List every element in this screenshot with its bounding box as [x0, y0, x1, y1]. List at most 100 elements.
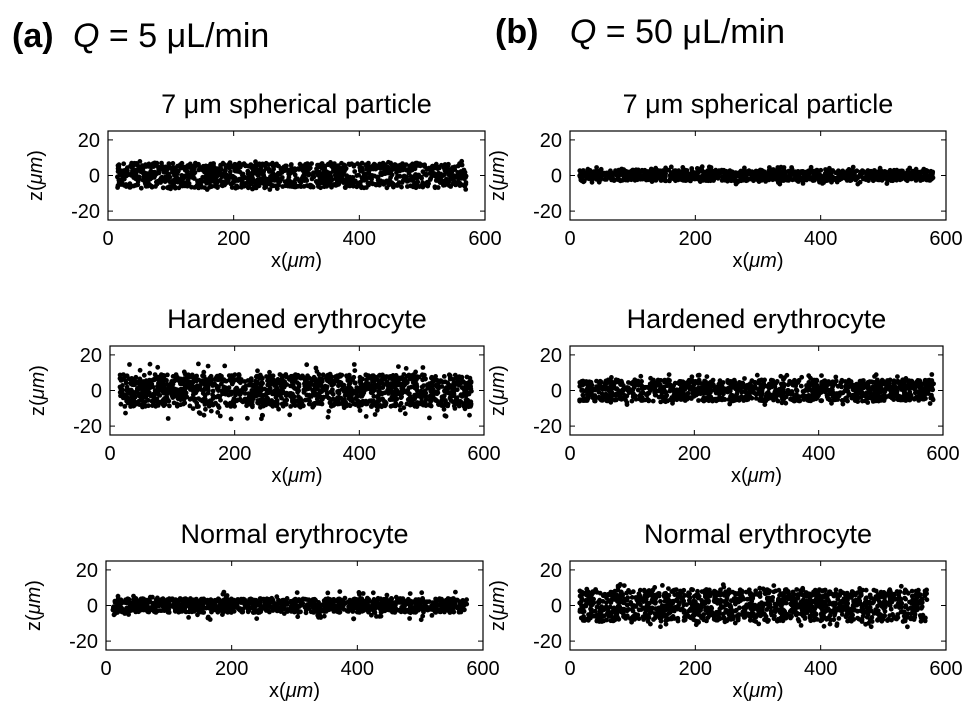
data-point	[450, 377, 456, 382]
data-point	[705, 168, 711, 174]
data-point	[202, 164, 208, 170]
data-point	[873, 372, 879, 378]
data-point	[446, 372, 452, 378]
data-point	[635, 177, 640, 183]
data-point	[116, 167, 121, 173]
x-axis-label-suffix: )	[316, 465, 323, 487]
data-point	[261, 180, 267, 185]
data-point	[143, 378, 149, 384]
data-point	[321, 178, 326, 184]
data-point	[798, 383, 804, 389]
data-point	[239, 184, 245, 190]
data-point	[338, 166, 344, 171]
data-point	[373, 403, 379, 409]
x-tick-label: 600	[468, 228, 501, 250]
data-point	[341, 387, 347, 393]
data-point	[126, 183, 132, 188]
data-point	[317, 401, 322, 406]
data-point	[230, 373, 235, 379]
data-point	[371, 378, 377, 383]
data-point	[372, 412, 378, 417]
data-point	[413, 377, 419, 383]
data-point	[301, 172, 307, 178]
data-point	[201, 412, 207, 418]
data-point	[205, 363, 211, 369]
data-point	[360, 392, 366, 397]
data-point	[118, 378, 124, 383]
data-point	[875, 177, 881, 183]
data-point	[217, 413, 223, 419]
data-point	[923, 176, 928, 182]
data-point	[652, 175, 658, 181]
data-point	[287, 412, 293, 418]
data-point	[633, 167, 639, 173]
data-point	[468, 399, 474, 405]
data-point	[272, 399, 278, 405]
data-point	[190, 406, 196, 411]
data-point	[149, 184, 155, 190]
data-point	[682, 177, 687, 183]
data-point	[208, 184, 214, 190]
data-point	[672, 177, 678, 183]
data-point	[196, 361, 201, 367]
data-point	[610, 172, 616, 178]
data-point	[192, 398, 197, 403]
data-point	[337, 372, 343, 378]
data-point	[208, 408, 214, 414]
data-point	[861, 176, 866, 182]
data-point	[589, 179, 595, 185]
data-point	[165, 416, 171, 421]
data-point	[840, 390, 846, 396]
data-point	[246, 382, 252, 388]
data-point	[717, 397, 722, 402]
column-label-b: (b) Q = 50 μL/min	[495, 13, 785, 51]
data-point	[420, 169, 426, 175]
data-point	[653, 165, 659, 171]
data-point	[927, 401, 933, 406]
data-point	[279, 374, 285, 380]
data-point	[364, 383, 370, 389]
data-point	[909, 395, 915, 401]
data-point	[895, 378, 901, 384]
data-point	[282, 398, 288, 404]
data-point	[425, 385, 431, 391]
data-point	[738, 388, 744, 394]
data-point	[189, 386, 195, 392]
data-point	[155, 384, 160, 389]
data-point	[913, 178, 919, 183]
data-point	[781, 168, 787, 174]
y-tick-label: 0	[89, 166, 100, 188]
data-point	[867, 388, 873, 394]
data-point	[853, 174, 859, 180]
data-point	[228, 390, 234, 396]
data-point	[448, 170, 454, 176]
data-point	[724, 175, 730, 181]
data-point	[196, 396, 202, 401]
data-point	[310, 172, 316, 178]
panel-title: 7 μm spherical particle	[161, 89, 432, 119]
data-point	[839, 384, 844, 390]
data-point	[300, 373, 305, 379]
data-point	[309, 378, 315, 384]
data-point	[635, 387, 641, 393]
x-axis-label-prefix: x(	[733, 250, 750, 272]
data-point	[689, 166, 695, 171]
data-point	[174, 403, 180, 409]
data-point	[668, 164, 674, 170]
data-point	[213, 394, 219, 400]
data-point	[428, 176, 434, 181]
data-point	[253, 374, 259, 380]
data-point	[855, 181, 861, 187]
data-point	[147, 370, 153, 376]
data-point	[373, 182, 379, 187]
data-point	[215, 185, 220, 191]
data-point	[187, 403, 193, 409]
data-point	[178, 163, 184, 168]
data-point	[160, 397, 166, 403]
data-point	[209, 177, 215, 183]
data-point	[451, 403, 457, 409]
data-point	[797, 171, 802, 176]
data-point	[294, 398, 299, 404]
data-point	[345, 388, 351, 394]
data-point	[320, 372, 326, 378]
